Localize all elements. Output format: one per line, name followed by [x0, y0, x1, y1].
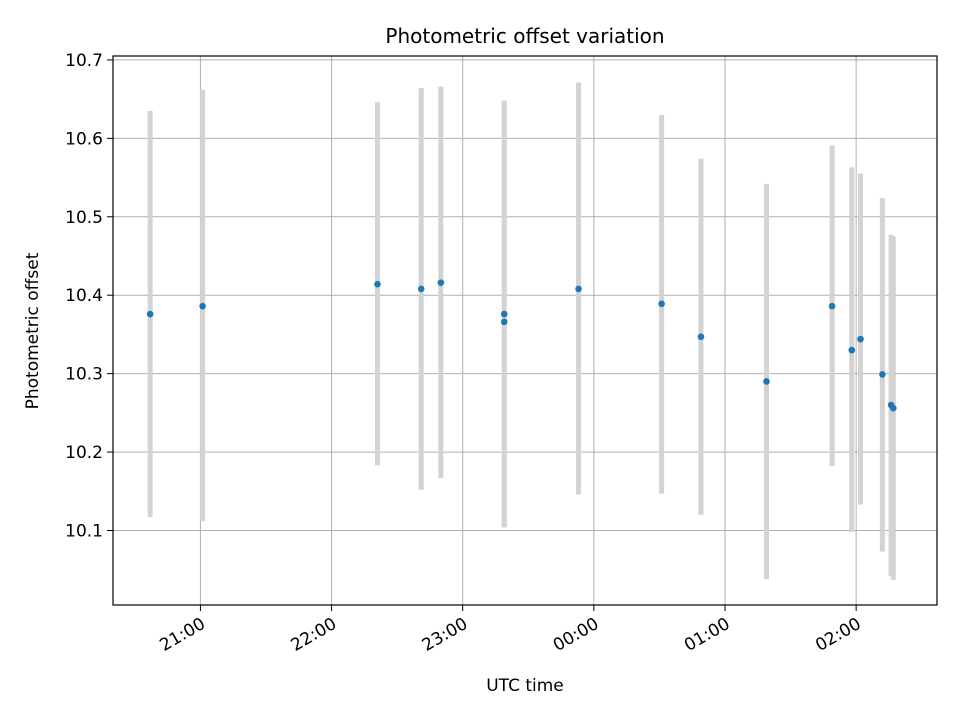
data-point	[697, 333, 705, 341]
data-point	[374, 280, 381, 288]
y-tick-label: 10.6	[65, 129, 103, 149]
data-point	[437, 279, 445, 286]
y-axis-title: Photometric offset	[23, 252, 43, 409]
data-point	[889, 404, 897, 412]
data-point	[848, 346, 856, 354]
grid	[113, 56, 937, 605]
data-point	[500, 318, 508, 326]
data-point	[199, 302, 206, 310]
data-point	[500, 310, 508, 318]
data-point	[575, 285, 582, 293]
data-point	[763, 378, 770, 385]
y-tick-label: 10.4	[65, 286, 103, 306]
y-tick-label: 10.5	[65, 208, 103, 228]
data-point	[879, 371, 886, 378]
y-axis-ticks: 10.1 10.2 10.3 10.4 10.5 10.6 10.7	[65, 51, 113, 541]
y-tick-label: 10.7	[65, 51, 103, 71]
y-tick-label: 10.3	[65, 365, 103, 385]
data-point	[146, 310, 154, 318]
plot-area	[113, 56, 937, 605]
data-points	[146, 279, 897, 412]
y-tick-label: 10.2	[65, 443, 103, 463]
plot-frame	[112, 55, 938, 606]
x-axis-title: UTC time	[486, 676, 564, 696]
data-point	[857, 335, 864, 343]
data-point	[828, 302, 836, 310]
data-point	[417, 285, 425, 293]
data-point	[658, 300, 665, 308]
chart-title: Photometric offset variation	[385, 24, 664, 48]
y-tick-label: 10.1	[65, 521, 103, 541]
